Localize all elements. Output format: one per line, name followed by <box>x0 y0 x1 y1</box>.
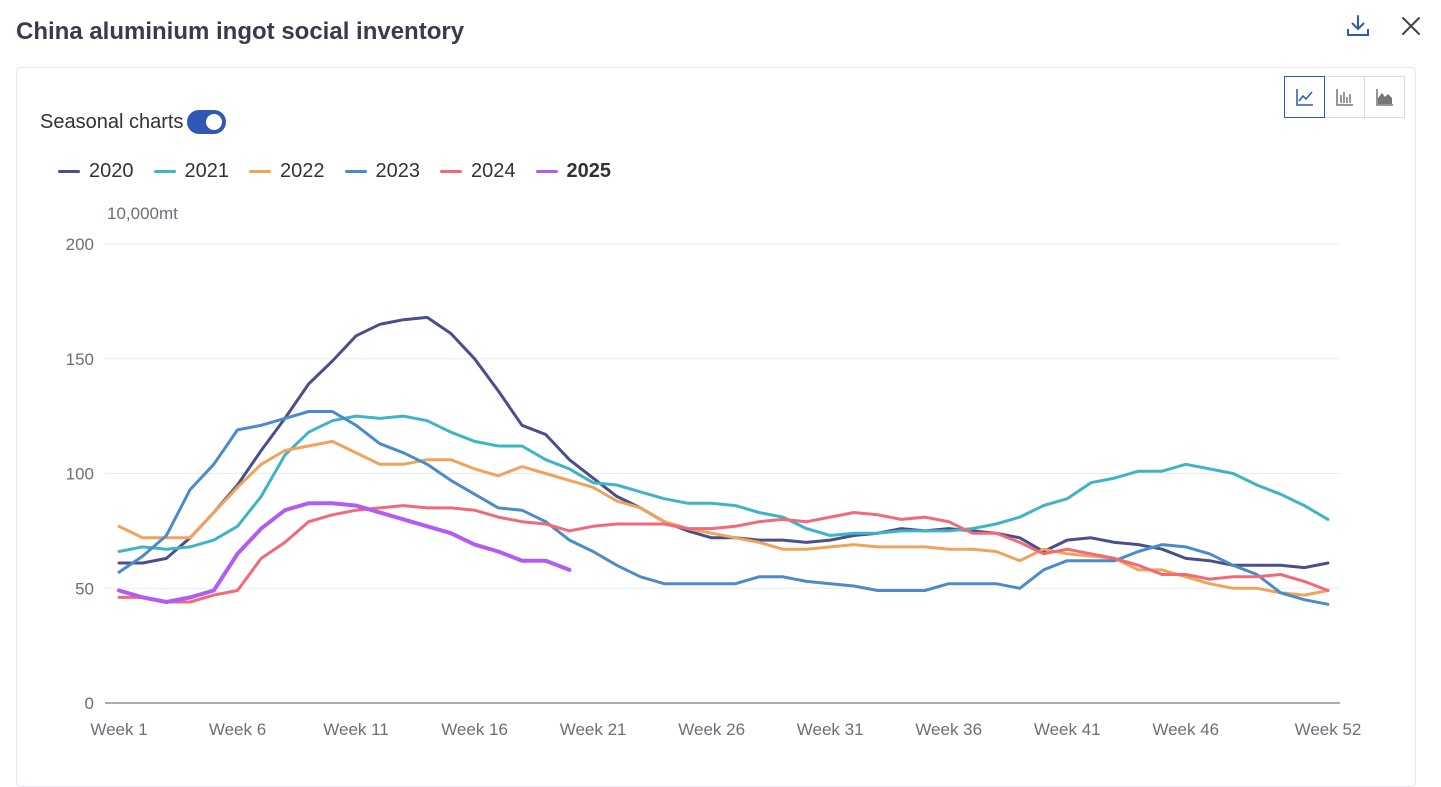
x-tick-label: Week 46 <box>1152 720 1219 739</box>
page-title: China aluminium ingot social inventory <box>16 18 465 45</box>
legend-swatch <box>153 170 176 173</box>
legend-item-2020[interactable]: 2020 <box>58 160 134 183</box>
series-line-2024 <box>117 504 1330 604</box>
line-chart: 0 50 100 150 200 Week 1 Week 6 Week 11 Week 16 We… <box>66 235 1362 739</box>
series-line-2025 <box>117 501 572 604</box>
x-tick-label: Week 41 <box>1034 720 1101 739</box>
close-button[interactable] <box>1397 12 1425 40</box>
legend-label: 2024 <box>471 160 516 182</box>
download-button[interactable] <box>1344 12 1372 40</box>
legend-label: 2025 <box>566 160 612 182</box>
y-tick-label: 200 <box>66 235 94 254</box>
area-chart-button[interactable] <box>1364 76 1405 118</box>
x-tick-label: Week 36 <box>915 720 982 739</box>
legend-item-2025[interactable]: 2025 <box>535 160 612 183</box>
x-tick-label: Week 16 <box>441 720 508 739</box>
legend-item-2023[interactable]: 2023 <box>344 160 421 183</box>
toggle-knob <box>206 114 223 130</box>
chart-type-switcher <box>1284 76 1405 118</box>
line-chart-button[interactable] <box>1284 76 1325 118</box>
legend-label: 2023 <box>375 160 421 182</box>
legend-label: 2021 <box>184 160 230 182</box>
series-line-2022 <box>117 439 1330 597</box>
legend-swatch <box>249 170 271 173</box>
x-tick-label: Week 52 <box>1295 720 1362 739</box>
y-tick-label: 100 <box>66 465 94 484</box>
series-line-2021 <box>117 414 1330 553</box>
legend-swatch <box>535 170 558 173</box>
bar-chart-button[interactable] <box>1324 76 1365 118</box>
chart-legend: 2020 2021 2022 2023 2024 2025 <box>58 160 631 183</box>
legend-swatch <box>344 170 367 173</box>
seasonal-toggle-row: Seasonal charts <box>40 110 227 134</box>
y-tick-label: 50 <box>75 579 94 598</box>
legend-label: 2020 <box>89 160 134 182</box>
series-line-2023 <box>117 410 1330 606</box>
x-tick-label: Week 1 <box>90 720 147 739</box>
x-tick-label: Week 6 <box>209 720 266 739</box>
seasonal-charts-toggle[interactable] <box>187 110 227 134</box>
seasonal-charts-label: Seasonal charts <box>40 110 184 133</box>
legend-item-2022[interactable]: 2022 <box>249 160 325 183</box>
legend-swatch <box>440 170 462 173</box>
line-chart-icon <box>1295 89 1313 106</box>
legend-item-2021[interactable]: 2021 <box>153 160 230 183</box>
x-tick-label: Week 11 <box>323 720 389 739</box>
bar-chart-icon <box>1335 89 1353 106</box>
legend-item-2024[interactable]: 2024 <box>440 160 516 183</box>
legend-swatch <box>58 170 80 173</box>
y-tick-label: 0 <box>85 694 94 713</box>
x-tick-label: Week 21 <box>560 720 627 739</box>
y-axis-unit-label: 10,000mt <box>107 204 178 223</box>
legend-label: 2022 <box>280 160 325 182</box>
x-tick-label: Week 31 <box>797 720 864 739</box>
x-tick-label: Week 26 <box>678 720 745 739</box>
download-icon <box>1347 15 1369 36</box>
area-chart-icon <box>1375 89 1393 106</box>
series-line-2020 <box>117 315 1330 570</box>
close-icon <box>1402 17 1420 35</box>
y-tick-label: 150 <box>66 350 94 369</box>
dialog-header: China aluminium ingot social inventory <box>0 0 1441 64</box>
